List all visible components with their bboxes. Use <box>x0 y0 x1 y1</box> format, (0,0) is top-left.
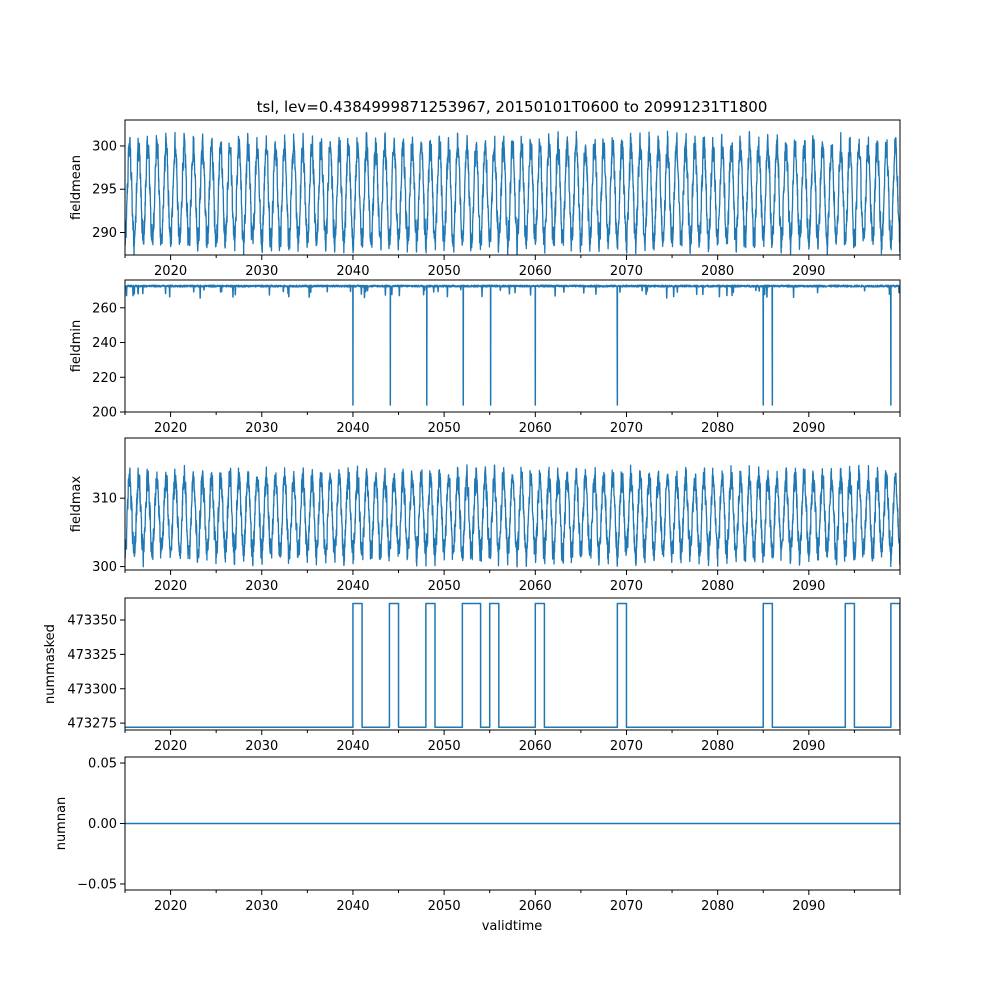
y-tick-label: 240 <box>92 336 117 351</box>
y-axis-label-fieldmin: fieldmin <box>69 320 84 373</box>
y-tick-label: 473275 <box>67 717 117 732</box>
y-tick-label: 310 <box>92 492 117 507</box>
x-tick-label: 2030 <box>245 421 278 436</box>
x-tick-label: 2040 <box>336 421 369 436</box>
x-tick-label: 2090 <box>792 579 825 594</box>
x-tick-label: 2040 <box>336 739 369 754</box>
y-axis-label-fieldmean: fieldmean <box>69 155 84 220</box>
y-axis-label-nummasked: nummasked <box>43 624 58 704</box>
x-tick-label: 2060 <box>519 421 552 436</box>
x-tick-label: 2040 <box>336 264 369 279</box>
y-tick-label: 220 <box>92 371 117 386</box>
y-tick-label: 200 <box>92 406 117 421</box>
x-axis-label: validtime <box>482 919 543 934</box>
x-tick-label: 2050 <box>428 264 461 279</box>
y-tick-label: 300 <box>92 560 117 575</box>
x-tick-label: 2080 <box>701 421 734 436</box>
x-tick-label: 2050 <box>428 739 461 754</box>
x-tick-label: 2060 <box>519 899 552 914</box>
x-tick-label: 2090 <box>792 264 825 279</box>
y-axis-label-fieldmax: fieldmax <box>69 476 84 533</box>
x-tick-label: 2070 <box>610 579 643 594</box>
y-tick-label: 295 <box>92 183 117 198</box>
x-tick-label: 2050 <box>428 899 461 914</box>
x-tick-label: 2090 <box>792 899 825 914</box>
x-tick-label: 2020 <box>154 739 187 754</box>
y-axis-label-numnan: numnan <box>54 797 69 851</box>
x-tick-label: 2030 <box>245 899 278 914</box>
y-tick-label: −0.05 <box>77 877 117 892</box>
series-line-fieldmax <box>125 464 900 568</box>
panel-nummasked: 2020 2030 2040 2050 2060 2070 2080 2090 473275 47… <box>43 597 901 754</box>
x-tick-label: 2080 <box>701 264 734 279</box>
axes-frame <box>124 437 901 571</box>
x-tick-label: 2050 <box>428 421 461 436</box>
x-tick-label: 2080 <box>701 899 734 914</box>
series-line-fieldmin <box>125 284 900 406</box>
axes-frame <box>124 597 901 731</box>
y-tick-label: 260 <box>92 301 117 316</box>
x-tick-label: 2090 <box>792 421 825 436</box>
panel-fieldmax: 2020 2030 2040 2050 2060 2070 2080 2090 300 310 fi… <box>69 437 901 594</box>
x-tick-label: 2020 <box>154 264 187 279</box>
x-tick-label: 2070 <box>610 899 643 914</box>
y-tick-label: 0.05 <box>88 757 117 772</box>
series-line-nummasked <box>125 602 900 728</box>
axes-frame <box>124 119 901 256</box>
x-tick-label: 2040 <box>336 579 369 594</box>
series-line-fieldmean <box>125 130 900 255</box>
x-tick-label: 2030 <box>245 579 278 594</box>
y-tick-label: 300 <box>92 139 117 154</box>
x-tick-label: 2060 <box>519 264 552 279</box>
y-tick-label: 473350 <box>67 614 117 629</box>
x-tick-label: 2060 <box>519 579 552 594</box>
panel-fieldmin: 2020 2030 2040 2050 2060 2070 2080 2090 200 220 24… <box>69 279 901 436</box>
x-tick-label: 2030 <box>245 264 278 279</box>
x-tick-label: 2020 <box>154 579 187 594</box>
chart-title: tsl, lev=0.4384999871253967, 20150101T06… <box>257 98 768 116</box>
panel-fieldmean: 2020 2030 2040 2050 2060 2070 2080 2090 290 295 30… <box>69 119 901 279</box>
x-tick-label: 2060 <box>519 739 552 754</box>
subplots: 2020 2030 2040 2050 2060 2070 2080 2090 290 295 30… <box>43 119 901 914</box>
x-tick-label: 2020 <box>154 899 187 914</box>
y-tick-label: 473325 <box>67 648 117 663</box>
axes-frame <box>124 279 901 413</box>
x-tick-label: 2070 <box>610 421 643 436</box>
x-tick-label: 2080 <box>701 579 734 594</box>
y-tick-label: 0.00 <box>88 817 117 832</box>
x-tick-label: 2080 <box>701 739 734 754</box>
x-tick-label: 2090 <box>792 739 825 754</box>
x-tick-label: 2030 <box>245 739 278 754</box>
x-tick-label: 2040 <box>336 899 369 914</box>
y-tick-label: 473300 <box>67 682 117 697</box>
x-tick-label: 2050 <box>428 579 461 594</box>
x-tick-label: 2070 <box>610 264 643 279</box>
x-tick-label: 2020 <box>154 421 187 436</box>
panel-numnan: 2020 2030 2040 2050 2060 2070 2080 2090 −0.05 0.0… <box>54 756 901 914</box>
y-tick-label: 290 <box>92 226 117 241</box>
x-tick-label: 2070 <box>610 739 643 754</box>
